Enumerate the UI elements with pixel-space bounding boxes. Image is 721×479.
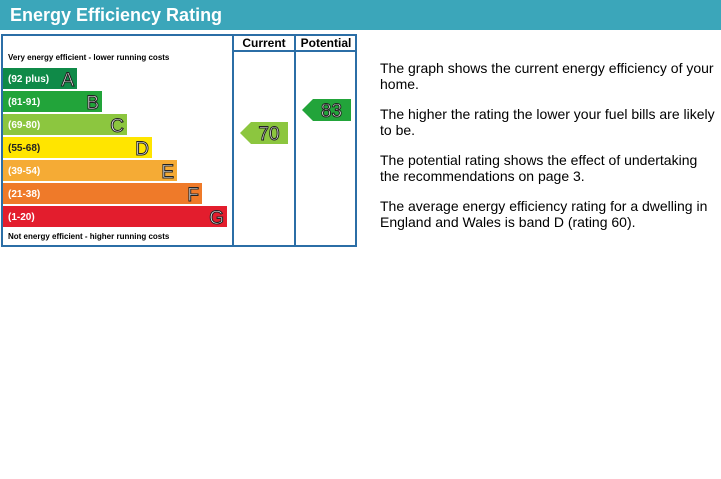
band-range: (69-80) <box>8 120 40 131</box>
band-letter: D <box>135 139 149 160</box>
band-letter: C <box>110 116 124 137</box>
band <box>3 183 202 204</box>
column-head: Potential <box>301 36 352 50</box>
band-range: (55-68) <box>8 143 40 154</box>
bottom-label: Not energy efficient - higher running co… <box>8 232 170 241</box>
band-range: (81-91) <box>8 97 40 108</box>
note: The potential rating shows the effect of… <box>380 152 698 184</box>
band-range: (1-20) <box>8 212 35 223</box>
band <box>3 91 102 112</box>
band <box>3 68 77 89</box>
band-range: (92 plus) <box>8 74 49 85</box>
band <box>3 137 152 158</box>
rating-arrow <box>240 122 288 144</box>
header: Energy Efficiency Rating <box>0 0 721 30</box>
note: The average energy efficiency rating for… <box>380 198 708 230</box>
rating-value: 70 <box>258 124 279 145</box>
rating-arrow <box>302 99 351 121</box>
frame <box>1 34 357 247</box>
band-letter: G <box>209 208 224 229</box>
band-range: (39-54) <box>8 166 40 177</box>
spacer <box>0 30 2 34</box>
band <box>3 206 227 227</box>
band-letter: E <box>161 162 174 183</box>
band <box>3 114 127 135</box>
note: The graph shows the current energy effic… <box>380 60 714 92</box>
rating-chart: Current Potential Very energy efficient … <box>0 30 357 247</box>
top-label: Very energy efficient - lower running co… <box>8 53 170 62</box>
title: Energy Efficiency Rating <box>10 5 223 25</box>
rating-value: 83 <box>321 101 342 122</box>
column-head: Current <box>242 36 285 50</box>
band-range: (21-38) <box>8 189 40 200</box>
note: The higher the rating the lower your fue… <box>380 106 715 138</box>
band <box>3 160 177 181</box>
notes: The graph shows the current energy effic… <box>380 60 718 244</box>
band-letter: F <box>187 185 199 206</box>
band-letter: A <box>61 70 74 91</box>
band-letter: B <box>86 93 99 114</box>
